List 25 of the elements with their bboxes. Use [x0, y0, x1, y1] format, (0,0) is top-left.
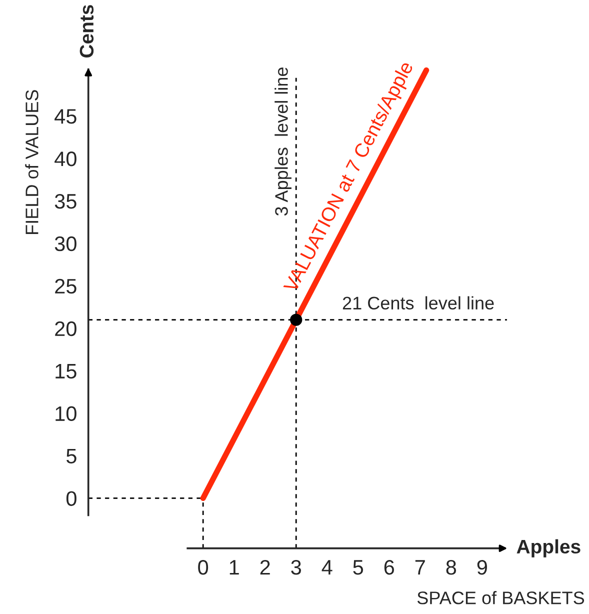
- y-axis-title: FIELD of VALUES: [25, 90, 38, 234]
- x-tick-label: 4: [322, 560, 332, 575]
- x-axis-title: SPACE of BASKETS: [417, 591, 584, 604]
- x-tick-label: 5: [353, 560, 364, 575]
- y-tick-label: 40: [54, 152, 76, 166]
- y-tick-label: 0: [66, 491, 76, 506]
- x-tick-label: 2: [260, 560, 270, 575]
- ref-line-label: 21 Cents level line: [342, 296, 494, 310]
- y-tick-label: 30: [54, 236, 76, 252]
- x-tick-label: 0: [198, 560, 208, 575]
- x-tick-label: 1: [230, 560, 239, 575]
- y-tick-label: 25: [55, 278, 76, 294]
- x-tick-label: 9: [477, 560, 487, 575]
- x-tick-label: 3: [291, 560, 301, 575]
- text: Cents: [80, 5, 94, 58]
- x-tick-label: 8: [446, 560, 456, 575]
- y-tick-label: 35: [54, 194, 76, 209]
- y-tick-label: 5: [66, 448, 76, 464]
- y-tick-label: 10: [56, 406, 76, 422]
- y-tick-label: 15: [56, 364, 76, 379]
- y-tick-label: 45: [54, 109, 76, 124]
- y-tick-label: 20: [55, 321, 76, 336]
- x-tick-label: 7: [415, 560, 425, 575]
- text: Apples: [516, 539, 580, 558]
- x-tick-label: 6: [384, 560, 394, 575]
